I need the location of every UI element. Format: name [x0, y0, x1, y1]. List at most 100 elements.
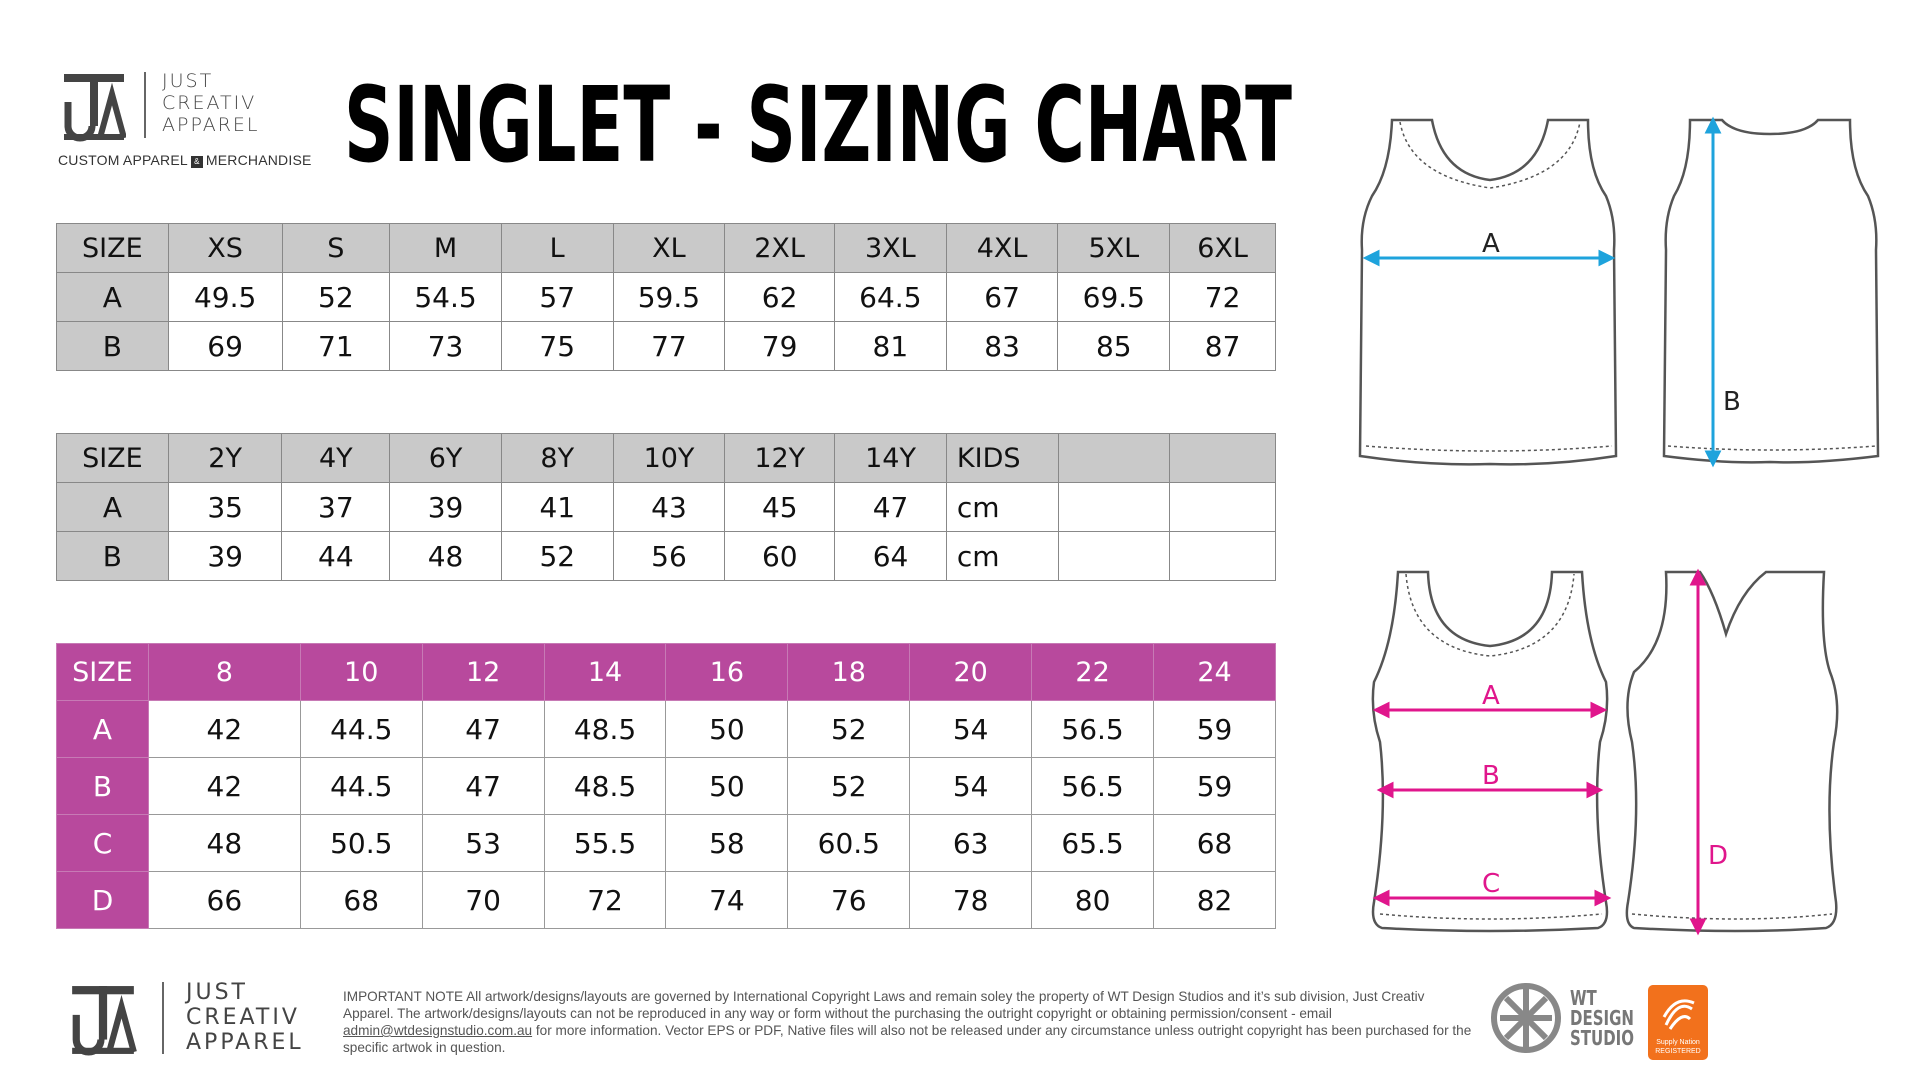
- brand-tagline: CUSTOM APPAREL & MERCHANDISE: [58, 152, 312, 168]
- header-cell: [1169, 433, 1276, 483]
- email-link[interactable]: admin@wtdesignstudio.com.au: [343, 1023, 533, 1038]
- table-cell: 48: [147, 814, 301, 872]
- measure-a-label: A: [1482, 229, 1500, 259]
- brand-name: JUST CREATIV APPAREL: [162, 70, 260, 136]
- table-cell: 50: [665, 757, 789, 815]
- wt-design-studio-text: WT DESIGN STUDIO: [1570, 986, 1635, 1050]
- table-row: A 49.5 52 54.5 57 59.5 62 64.5 67 69.5 72: [56, 272, 1276, 322]
- table-cell: 56.5: [1031, 700, 1155, 758]
- table-cell: 79: [724, 321, 835, 371]
- table-cell: 64: [834, 531, 947, 581]
- header-cell: 8: [147, 643, 301, 701]
- table-cell: 80: [1031, 871, 1155, 929]
- table-cell: 59: [1153, 757, 1276, 815]
- table-cell: 48.5: [543, 700, 667, 758]
- table-cell: 68: [1153, 814, 1276, 872]
- table-cell: 42: [147, 757, 301, 815]
- page-title: SINGLET - SIZING CHART: [344, 64, 1292, 186]
- table-cell: 44: [281, 531, 391, 581]
- header-cell: KIDS: [945, 433, 1059, 483]
- table-cell: 48.5: [543, 757, 667, 815]
- header-cell: S: [281, 223, 391, 273]
- header-cell: 10: [299, 643, 423, 701]
- table-cell: 41: [500, 482, 614, 532]
- header-cell: SIZE: [56, 643, 149, 701]
- table-header-row: SIZE 8 10 12 14 16 18 20 22 24: [56, 643, 1276, 701]
- table-cell: 48: [389, 531, 502, 581]
- header-cell: SIZE: [56, 223, 169, 273]
- table-cell: 39: [167, 531, 283, 581]
- table-cell: 47: [834, 482, 947, 532]
- supply-nation-text: Supply Nation REGISTERED: [1655, 1039, 1701, 1055]
- header-cell: 3XL: [833, 223, 947, 273]
- row-label-cell: A: [56, 482, 169, 532]
- row-label-cell: C: [56, 814, 149, 872]
- table-cell: 50: [665, 700, 789, 758]
- header-cell: [1057, 433, 1171, 483]
- header-cell: 5XL: [1057, 223, 1171, 273]
- header-cell: 2Y: [167, 433, 283, 483]
- header-cell: 12: [421, 643, 545, 701]
- jca-monogram-icon: [64, 74, 126, 142]
- measure-c-line-ladies: [1372, 889, 1612, 907]
- table-cell: 39: [389, 482, 502, 532]
- table-cell: 62: [724, 272, 835, 322]
- table-cell: [1057, 482, 1171, 532]
- table-cell: 77: [612, 321, 726, 371]
- header-cell: M: [389, 223, 502, 273]
- table-cell: 68: [299, 871, 423, 929]
- table-cell: 69: [167, 321, 283, 371]
- table-row: B 42 44.5 47 48.5 50 52 54 56.5 59: [56, 757, 1276, 815]
- measure-b-line-ladies: [1376, 781, 1604, 799]
- header-cell: 14Y: [834, 433, 947, 483]
- header-cell: 6Y: [389, 433, 502, 483]
- table-row: A 35 37 39 41 43 45 47 cm: [56, 482, 1276, 532]
- header-cell: 10Y: [612, 433, 726, 483]
- table-cell: 85: [1057, 321, 1171, 371]
- table-cell: 56: [612, 531, 726, 581]
- singlet-back-icon: [1662, 118, 1880, 464]
- table-row: B 39 44 48 52 56 60 64 cm: [56, 531, 1276, 581]
- header-cell: 8Y: [500, 433, 614, 483]
- table-cell: 64.5: [833, 272, 947, 322]
- table-cell: 71: [281, 321, 391, 371]
- adult-size-table: SIZE XS S M L XL 2XL 3XL 4XL 5XL 6XL A 49.5 52 54.5 57 5…: [56, 223, 1276, 371]
- logo-divider: [144, 72, 146, 138]
- header-cell: 20: [909, 643, 1033, 701]
- table-header-row: SIZE XS S M L XL 2XL 3XL 4XL 5XL 6XL: [56, 223, 1276, 273]
- table-row: C 48 50.5 53 55.5 58 60.5 63 65.5 68: [56, 814, 1276, 872]
- table-cell: 55.5: [543, 814, 667, 872]
- table-cell: 37: [281, 482, 391, 532]
- table-cell: 74: [665, 871, 789, 929]
- ladies-singlet-back-icon: [1625, 570, 1839, 933]
- table-cell: 54: [909, 700, 1033, 758]
- table-cell: 52: [281, 272, 391, 322]
- header-cell: XL: [612, 223, 726, 273]
- supply-nation-icon: [1662, 999, 1695, 1030]
- jca-monogram-footer-icon: [72, 986, 137, 1056]
- table-cell: 73: [389, 321, 502, 371]
- table-row: B 69 71 73 75 77 79 81 83 85 87: [56, 321, 1276, 371]
- table-cell: cm: [945, 482, 1059, 532]
- table-cell: 47: [421, 757, 545, 815]
- table-cell: 57: [500, 272, 614, 322]
- table-cell: 56.5: [1031, 757, 1155, 815]
- measure-b-label: B: [1723, 387, 1741, 417]
- header-cell: 16: [665, 643, 789, 701]
- row-label-cell: D: [56, 871, 149, 929]
- row-label-cell: B: [56, 321, 169, 371]
- mens-singlet-diagram: A B: [1358, 116, 1880, 468]
- table-cell: [1169, 482, 1276, 532]
- table-cell: 44.5: [299, 757, 423, 815]
- table-cell: 72: [543, 871, 667, 929]
- table-cell: 81: [833, 321, 947, 371]
- supply-nation-badge: Supply Nation REGISTERED: [1648, 985, 1708, 1060]
- table-cell: 65.5: [1031, 814, 1155, 872]
- table-cell: 58: [665, 814, 789, 872]
- ladies-singlet-diagram: A B C D: [1371, 568, 1839, 936]
- measure-a-line-ladies: [1372, 701, 1608, 719]
- row-label-cell: A: [56, 272, 169, 322]
- table-cell: 50.5: [299, 814, 423, 872]
- header-cell: SIZE: [56, 433, 169, 483]
- table-cell: 59: [1153, 700, 1276, 758]
